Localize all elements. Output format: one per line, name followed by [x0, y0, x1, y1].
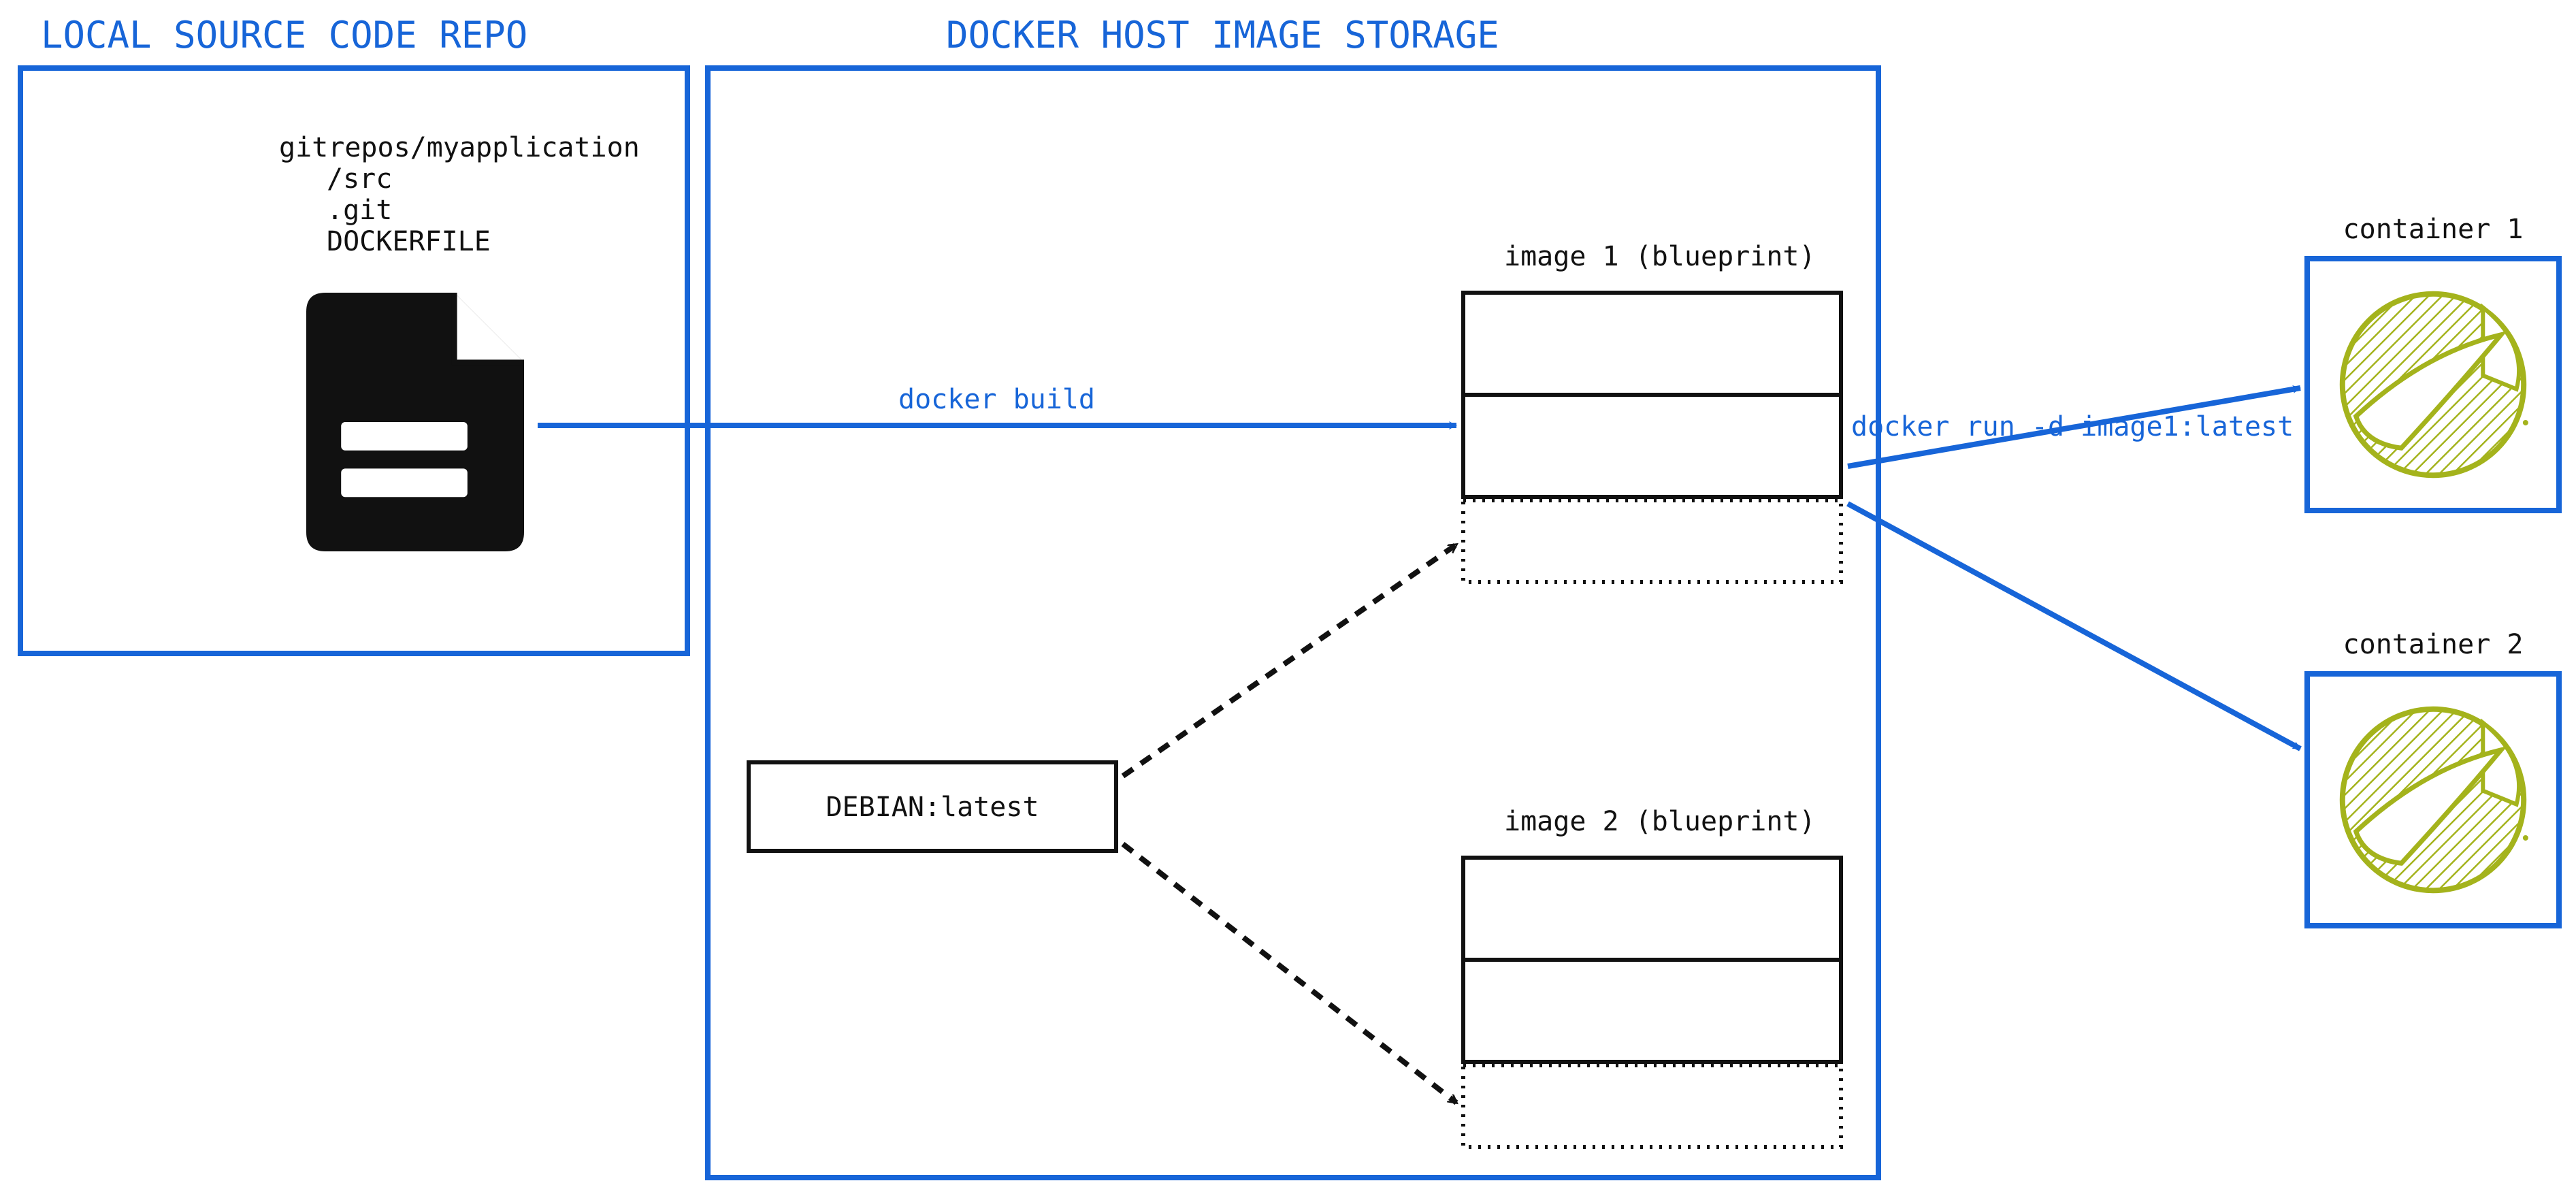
local-repo-panel: LOCAL SOURCE CODE REPO gitrepos/myapplica…	[20, 14, 687, 653]
image2-ghost-layer	[1463, 1065, 1841, 1147]
arrow-docker-run-1-label: docker run -d image1:latest	[1851, 411, 2294, 442]
docker-host-frame	[708, 68, 1878, 1178]
container-1-label: container 1	[2343, 214, 2524, 245]
arrow-base-to-image1	[1123, 545, 1456, 776]
repo-tree-line: gitrepos/myapplication	[279, 132, 640, 163]
image1-title: image 1 (blueprint)	[1504, 241, 1816, 272]
repo-tree-line: .git	[327, 195, 392, 226]
image1-ghost-layer	[1463, 500, 1841, 582]
spring-icon	[2343, 294, 2528, 475]
repo-tree-line: DOCKERFILE	[327, 226, 491, 257]
arrow-docker-build-label: docker build	[898, 384, 1095, 415]
repo-tree-line: /src	[327, 163, 392, 195]
image2: image 2 (blueprint)	[1463, 806, 1841, 1147]
local-repo-title: LOCAL SOURCE CODE REPO	[41, 14, 527, 56]
spring-icon	[2343, 709, 2528, 890]
arrow-base-to-image2	[1123, 844, 1456, 1103]
container-2-label: container 2	[2343, 629, 2524, 660]
image2-title: image 2 (blueprint)	[1504, 806, 1816, 837]
container-2: container 2	[2307, 629, 2559, 926]
docker-host-panel: DOCKER HOST IMAGE STORAGE DEBIAN:latest im…	[708, 14, 1878, 1178]
arrow-docker-run-2	[1848, 504, 2300, 749]
image1: image 1 (blueprint)	[1463, 241, 1841, 582]
container-1: container 1	[2307, 214, 2559, 511]
docker-host-title: DOCKER HOST IMAGE STORAGE	[946, 14, 1499, 56]
base-image-label: DEBIAN:latest	[826, 792, 1039, 823]
dockerfile-icon	[306, 293, 524, 551]
